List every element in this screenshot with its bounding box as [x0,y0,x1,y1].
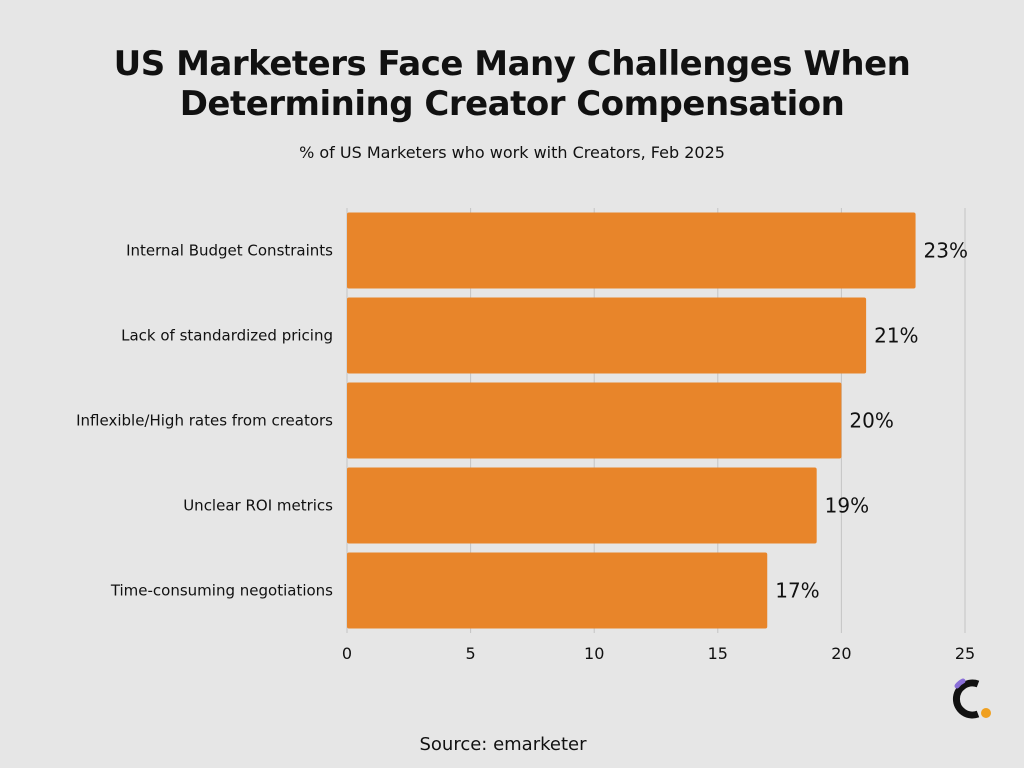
category-label: Inflexible/High rates from creators [76,412,333,430]
category-label: Lack of standardized pricing [121,327,333,345]
bar [347,552,768,629]
brand-c-logo-icon [953,678,991,719]
bar [347,467,817,544]
bar [347,212,916,289]
category-label: Unclear ROI metrics [183,497,333,515]
chart-title: US Marketers Face Many Challenges When D… [0,44,1024,124]
x-tick-label: 10 [584,644,604,663]
x-tick-label: 25 [955,644,975,663]
logo-c-shape [953,679,980,719]
chart-subtitle: % of US Marketers who work with Creators… [299,143,725,162]
logo-orange-dot [981,708,991,718]
value-label: 19% [825,494,869,518]
x-tick-label: 20 [831,644,851,663]
x-tick-label: 15 [708,644,728,663]
category-label: Internal Budget Constraints [126,242,333,260]
value-label: 17% [775,579,819,603]
bar-chart: 0 5 10 15 20 25 Internal Budget Constraints 23%… [76,208,975,664]
value-label: 21% [874,324,918,348]
source-note: Source: emarketer [419,734,587,755]
value-label: 20% [849,409,893,433]
bars [347,212,916,629]
labels: 0 5 10 15 20 25 Internal Budget Constraints 23%… [76,239,975,664]
category-label: Time-consuming negotiations [110,582,333,600]
x-tick-label: 5 [466,644,476,663]
chart-title-line-2: Determining Creator Compensation [179,84,845,124]
value-label: 23% [924,239,968,263]
bar [347,382,842,459]
x-tick-label: 0 [342,644,352,663]
logo-purple-accent [954,678,966,689]
chart-title-line-1: US Marketers Face Many Challenges When [113,44,911,84]
bar [347,297,867,374]
